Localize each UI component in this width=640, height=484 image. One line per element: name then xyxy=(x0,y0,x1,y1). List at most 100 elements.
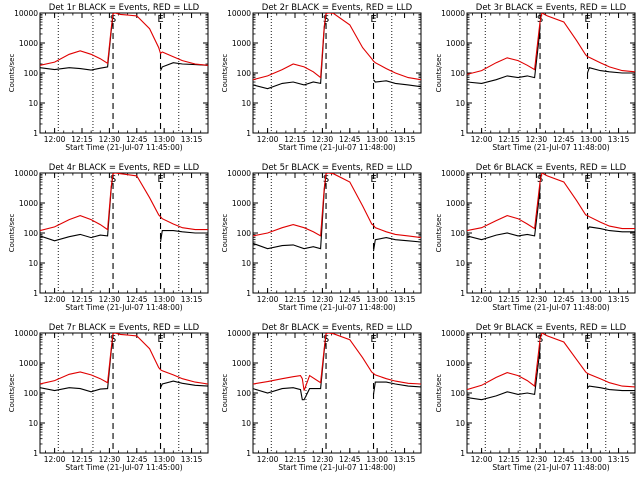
y-tick-label: 1 xyxy=(33,449,38,458)
x-tick-label: 12:30 xyxy=(526,135,548,144)
x-tick-label: 12:15 xyxy=(498,135,520,144)
y-tick-label: 10000 xyxy=(14,169,38,178)
series-lld-line xyxy=(40,333,208,385)
y-tick-label: 10000 xyxy=(227,169,251,178)
y-tick-label: 10000 xyxy=(441,9,465,18)
chart-panel-3: Det 3r BLACK = Events, RED = LLD 1 10 100 10… xyxy=(435,3,636,152)
marker-label-e: E xyxy=(157,14,163,25)
marker-label-e: E xyxy=(584,334,590,345)
y-tick-label: 1000 xyxy=(232,199,251,208)
x-tick-label: 12:15 xyxy=(71,135,93,144)
y-tick-label: 10 xyxy=(28,259,38,268)
x-tick-label: 12:00 xyxy=(44,135,66,144)
x-tick-label: 12:45 xyxy=(553,135,575,144)
series-events-line xyxy=(253,14,421,90)
y-tick-label: 10000 xyxy=(14,329,38,338)
series-lld-line xyxy=(467,333,635,391)
series-events-line xyxy=(40,335,208,393)
y-axis-label: Counts/sec xyxy=(435,374,443,413)
x-tick-label: 13:00 xyxy=(153,135,175,144)
x-tick-label: 12:30 xyxy=(99,295,121,304)
y-axis-label: Counts/sec xyxy=(221,214,229,253)
y-tick-label: 10000 xyxy=(441,329,465,338)
y-tick-label: 10000 xyxy=(227,9,251,18)
marker-label-e: E xyxy=(157,174,163,185)
y-axis-label: Counts/sec xyxy=(8,54,16,93)
marker-label-e: E xyxy=(370,14,376,25)
y-tick-label: 10 xyxy=(455,99,465,108)
series-events-line xyxy=(40,15,208,71)
x-tick-label: 13:00 xyxy=(153,455,175,464)
x-tick-label: 13:00 xyxy=(366,135,388,144)
y-tick-label: 1 xyxy=(246,449,251,458)
y-tick-label: 1 xyxy=(246,129,251,138)
y-tick-label: 1000 xyxy=(232,359,251,368)
x-tick-label: 13:00 xyxy=(153,295,175,304)
plot-frame xyxy=(252,332,422,454)
y-axis-label: Counts/sec xyxy=(8,374,16,413)
chart-panel-4: Det 4r BLACK = Events, RED = LLD 1 10 100 10… xyxy=(8,163,209,312)
chart-title: Det 4r BLACK = Events, RED = LLD xyxy=(49,163,200,173)
y-tick-label: 1 xyxy=(460,289,465,298)
plot-frame xyxy=(39,172,209,294)
y-tick-label: 1000 xyxy=(446,359,465,368)
y-tick-label: 1000 xyxy=(19,359,38,368)
y-tick-label: 1000 xyxy=(446,39,465,48)
x-axis-label: Start Time (21-Jul-07 11:48:00) xyxy=(278,303,395,312)
y-axis-label: Counts/sec xyxy=(221,54,229,93)
x-tick-label: 12:30 xyxy=(312,455,334,464)
y-tick-label: 10000 xyxy=(14,9,38,18)
chart-panel-6: Det 6r BLACK = Events, RED = LLD 1 10 100 10… xyxy=(435,163,636,312)
x-tick-label: 12:30 xyxy=(312,135,334,144)
x-tick-label: 13:00 xyxy=(366,295,388,304)
x-axis-label: Start Time (21-Jul-07 11:48:00) xyxy=(492,143,609,152)
x-tick-label: 12:15 xyxy=(498,455,520,464)
x-tick-label: 12:15 xyxy=(498,295,520,304)
plot-frame xyxy=(466,172,636,294)
x-tick-label: 12:00 xyxy=(44,295,66,304)
x-tick-label: 13:00 xyxy=(580,295,602,304)
marker-label-s: S xyxy=(323,14,329,25)
x-tick-label: 12:15 xyxy=(71,455,93,464)
marker-label-e: E xyxy=(584,14,590,25)
x-tick-label: 12:00 xyxy=(471,135,493,144)
y-tick-label: 1 xyxy=(460,129,465,138)
chart-title: Det 7r BLACK = Events, RED = LLD xyxy=(49,323,200,333)
y-tick-label: 100 xyxy=(451,229,466,238)
chart-title: Det 2r BLACK = Events, RED = LLD xyxy=(262,3,413,13)
y-axis-label: Counts/sec xyxy=(221,374,229,413)
x-tick-label: 12:45 xyxy=(339,135,361,144)
series-lld-line xyxy=(253,13,421,81)
y-tick-label: 10 xyxy=(241,419,251,428)
x-axis-label: Start Time (21-Jul-07 11:45:00) xyxy=(65,143,182,152)
y-tick-label: 100 xyxy=(237,389,252,398)
series-lld-line xyxy=(40,13,208,66)
y-tick-label: 10 xyxy=(28,419,38,428)
series-lld-line xyxy=(467,13,635,75)
y-tick-label: 10 xyxy=(28,99,38,108)
series-lld-line xyxy=(253,333,421,391)
plot-frame xyxy=(466,12,636,134)
y-tick-label: 100 xyxy=(237,229,252,238)
marker-label-s: S xyxy=(110,174,116,185)
x-axis-label: Start Time (21-Jul-07 11:48:00) xyxy=(492,463,609,472)
chart-title: Det 5r BLACK = Events, RED = LLD xyxy=(262,163,413,173)
y-tick-label: 1 xyxy=(460,449,465,458)
series-lld-line xyxy=(40,173,208,232)
series-lld-line xyxy=(253,173,421,239)
marker-label-e: E xyxy=(157,334,163,345)
x-tick-label: 13:00 xyxy=(366,455,388,464)
chart-panel-1: Det 1r BLACK = Events, RED = LLD 1 10 100 10… xyxy=(8,3,209,152)
x-tick-label: 13:15 xyxy=(181,455,203,464)
chart-title: Det 1r BLACK = Events, RED = LLD xyxy=(49,3,200,13)
x-axis-label: Start Time (21-Jul-07 11:48:00) xyxy=(492,303,609,312)
chart-title: Det 8r BLACK = Events, RED = LLD xyxy=(262,323,413,333)
y-tick-label: 1000 xyxy=(232,39,251,48)
y-tick-label: 100 xyxy=(237,69,252,78)
x-tick-label: 12:00 xyxy=(44,455,66,464)
series-lld-line xyxy=(467,173,635,232)
y-tick-label: 100 xyxy=(451,389,466,398)
x-tick-label: 12:30 xyxy=(99,135,121,144)
